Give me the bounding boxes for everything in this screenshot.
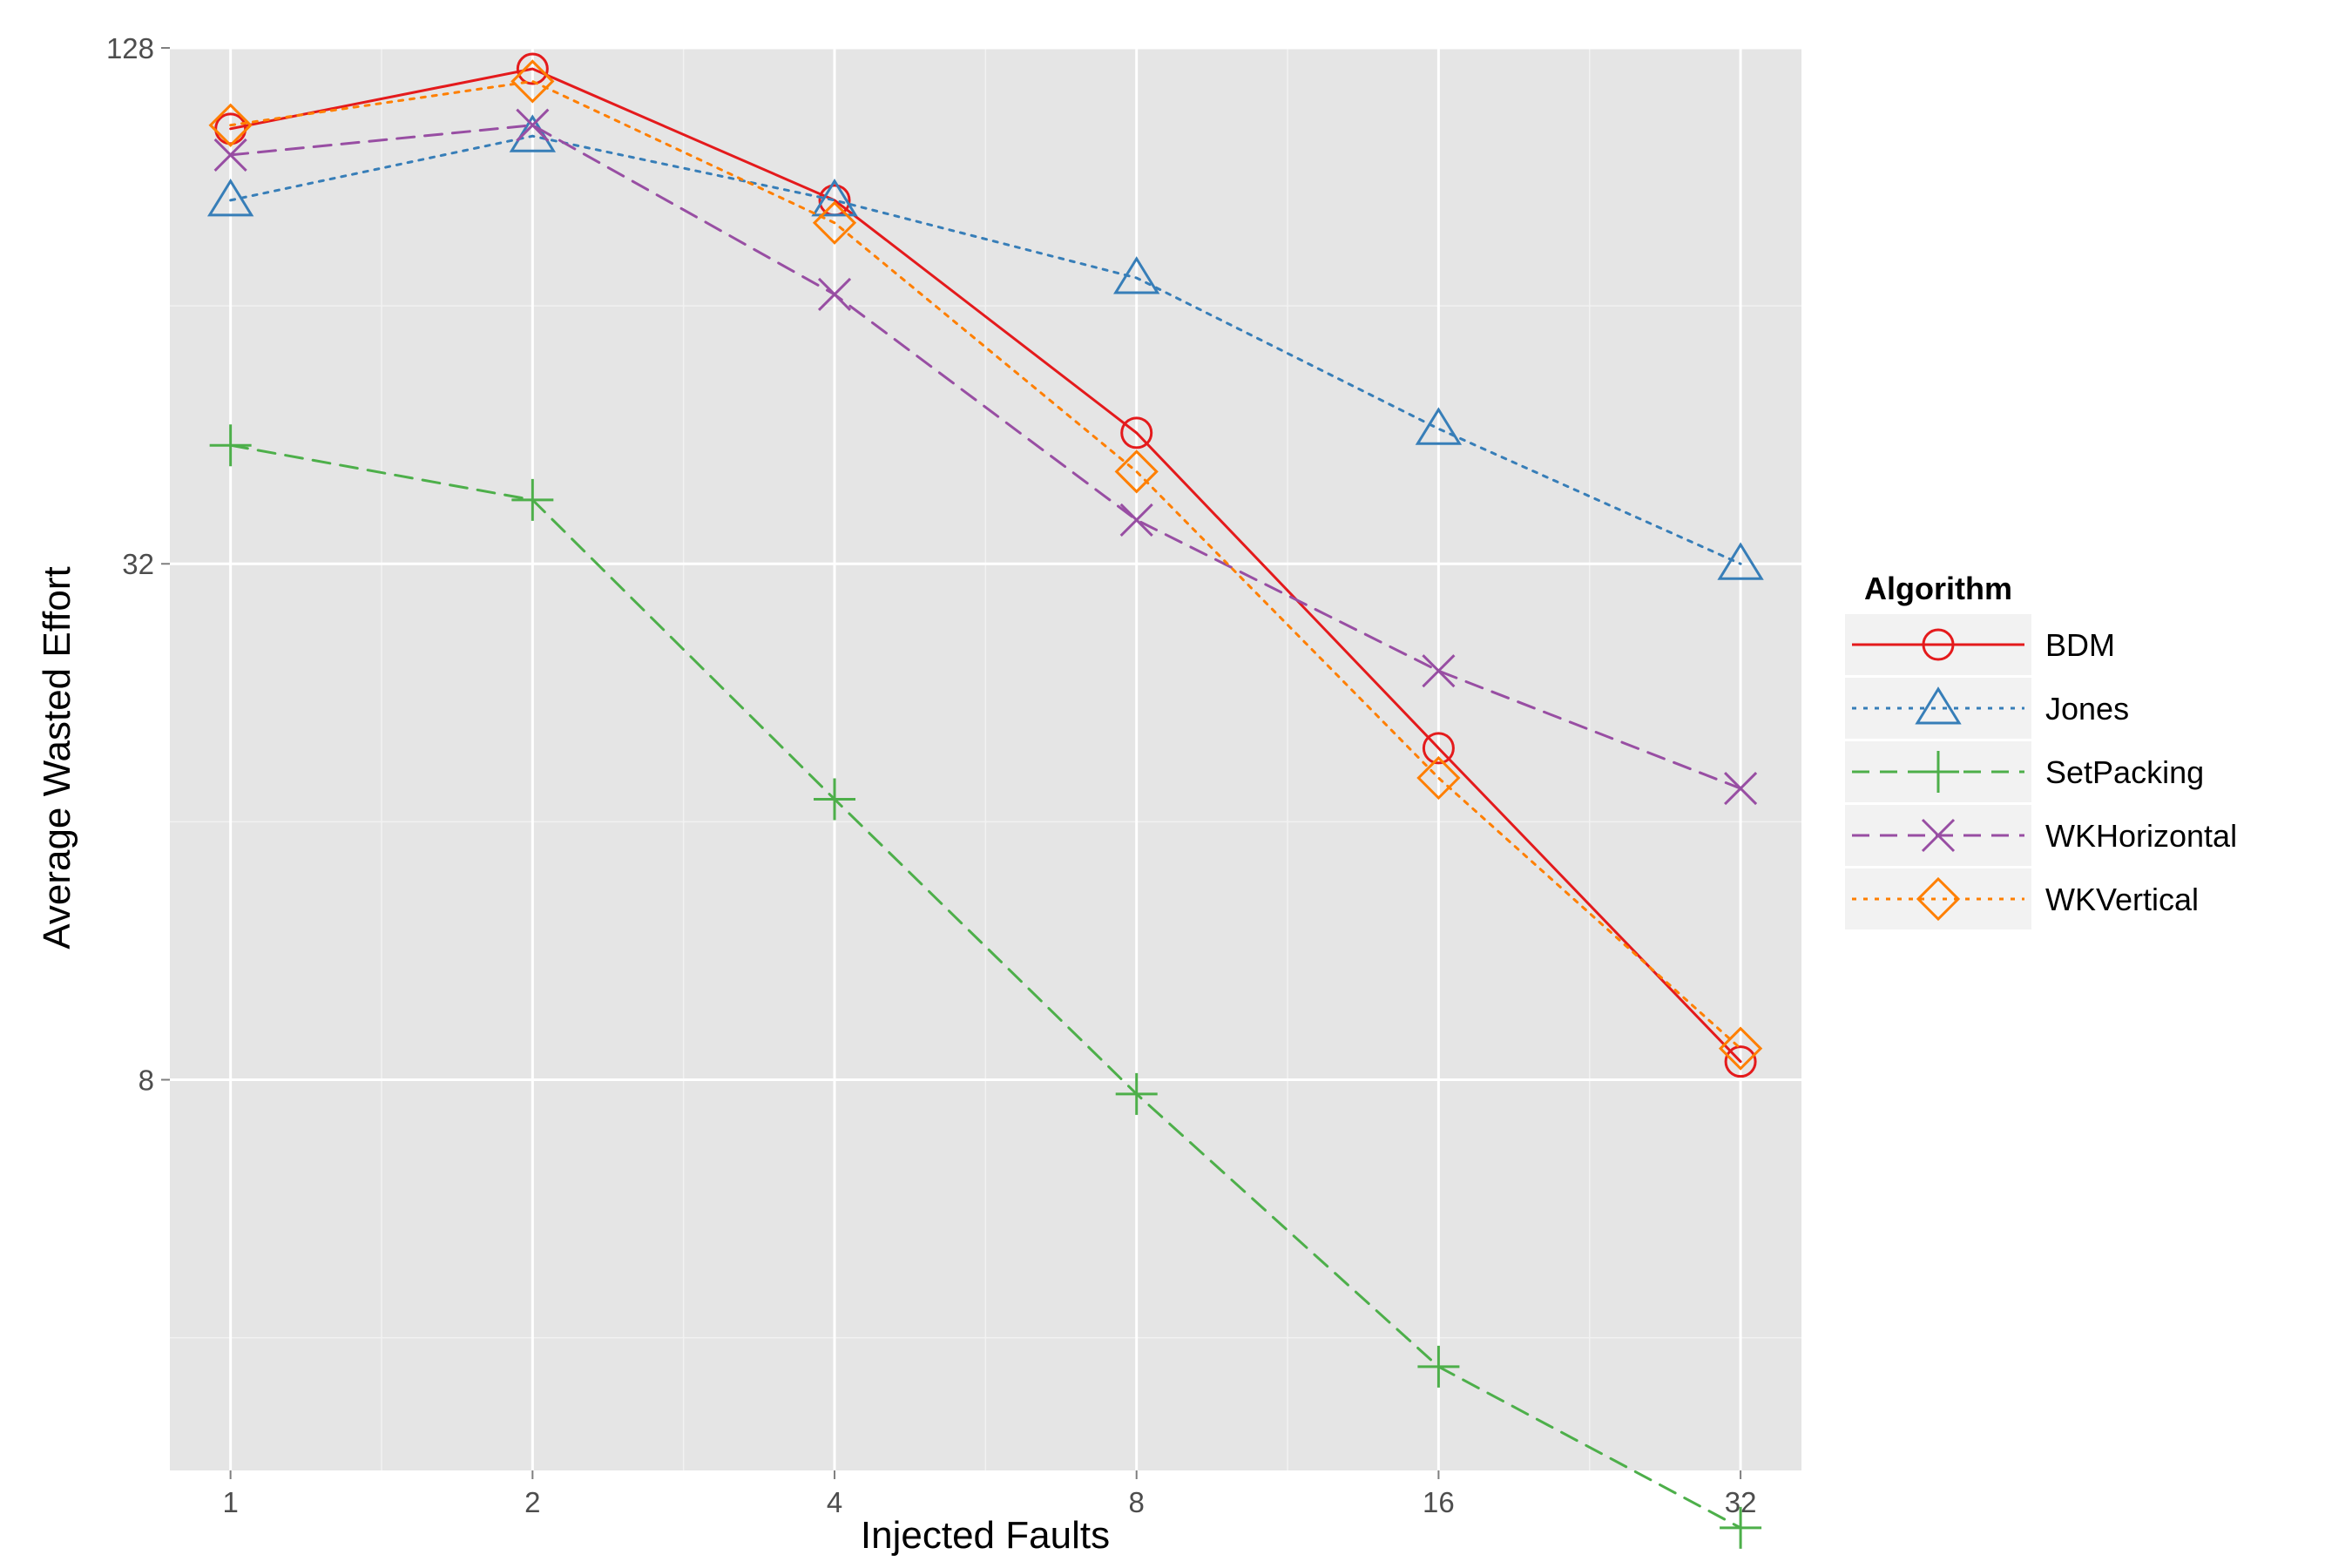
x-tick-label: 16 — [1423, 1486, 1455, 1518]
data-point-bdm — [1422, 732, 1455, 765]
data-point-wkhorizontal — [1422, 654, 1456, 688]
legend-label-setpacking: SetPacking — [2045, 754, 2204, 790]
legend-label-wkvertical: WKVertical — [2045, 882, 2199, 917]
series-line-bdm — [229, 67, 1742, 1064]
legend-marker-jones — [1915, 686, 1962, 725]
data-point-setpacking — [511, 478, 554, 521]
data-point-wkvertical — [1114, 449, 1159, 494]
legend-title: Algorithm — [1864, 571, 2012, 606]
x-tick-label: 8 — [1129, 1486, 1145, 1518]
x-tick-label: 4 — [827, 1486, 842, 1518]
major-gridlines — [170, 46, 1801, 1470]
data-point-jones — [206, 179, 254, 217]
data-point-setpacking — [1417, 1345, 1460, 1388]
data-point-jones — [1717, 542, 1764, 580]
legend-marker-setpacking — [1917, 751, 1959, 793]
data-point-wkvertical — [510, 59, 555, 104]
series-line-wkvertical — [229, 79, 1742, 1051]
data-point-bdm — [1724, 1045, 1757, 1078]
data-point-wkvertical — [1718, 1026, 1763, 1071]
data-point-bdm — [516, 52, 549, 85]
legend-marker-wkhorizontal — [1921, 818, 1956, 853]
data-point-wkhorizontal — [213, 138, 247, 172]
minor-gridlines — [170, 48, 1801, 1470]
data-point-wkhorizontal — [1119, 503, 1153, 537]
series-setpacking — [209, 424, 1762, 1549]
legend: Algorithm BDM Jones SetPacking WKHorizontal… — [1845, 571, 2237, 929]
legend-label-wkhorizontal: WKHorizontal — [2045, 818, 2237, 854]
series-layer — [206, 52, 1764, 1549]
series-line-setpacking — [229, 443, 1742, 1530]
series-line-jones — [229, 134, 1742, 565]
series-wkhorizontal — [213, 108, 1758, 806]
legend-item-setpacking: SetPacking — [1845, 741, 2204, 802]
data-point-setpacking — [1115, 1072, 1158, 1115]
data-point-wkhorizontal — [817, 277, 852, 312]
data-point-bdm — [1120, 416, 1153, 449]
data-point-setpacking — [814, 778, 856, 821]
data-point-wkhorizontal — [1724, 772, 1758, 806]
data-point-wkvertical — [208, 103, 253, 147]
series-bdm — [214, 52, 1757, 1078]
data-point-setpacking — [1720, 1506, 1762, 1549]
x-tick-label: 32 — [1725, 1486, 1757, 1518]
legend-item-jones: Jones — [1845, 678, 2129, 739]
legend-label-bdm: BDM — [2045, 627, 2115, 663]
series-wkvertical — [208, 59, 1763, 1071]
y-tick-label: 128 — [106, 32, 154, 64]
data-point-setpacking — [209, 424, 252, 467]
data-point-jones — [1415, 407, 1463, 445]
x-tick-label: 1 — [222, 1486, 238, 1518]
legend-item-bdm: BDM — [1845, 614, 2115, 675]
x-tick-label: 2 — [524, 1486, 540, 1518]
data-point-jones — [811, 179, 858, 217]
data-point-wkhorizontal — [516, 108, 550, 142]
legend-marker-bdm — [1922, 628, 1955, 661]
legend-item-wkhorizontal: WKHorizontal — [1845, 805, 2237, 866]
axes-layer: 1 2 4 8 16 32 8 32 128 — [106, 32, 1757, 1518]
legend-label-jones: Jones — [2045, 691, 2129, 727]
data-point-jones — [1113, 256, 1160, 294]
data-point-wkvertical — [812, 200, 857, 245]
y-tick-label: 32 — [122, 548, 154, 580]
y-tick-label: 8 — [139, 1064, 154, 1096]
x-axis-title: Injected Faults — [861, 1514, 1110, 1557]
data-point-wkvertical — [1416, 755, 1461, 801]
legend-marker-wkvertical — [1916, 876, 1961, 922]
y-axis-title: Average Wasted Effort — [36, 566, 78, 949]
series-line-wkhorizontal — [229, 124, 1742, 790]
legend-item-wkvertical: WKVertical — [1845, 868, 2199, 929]
